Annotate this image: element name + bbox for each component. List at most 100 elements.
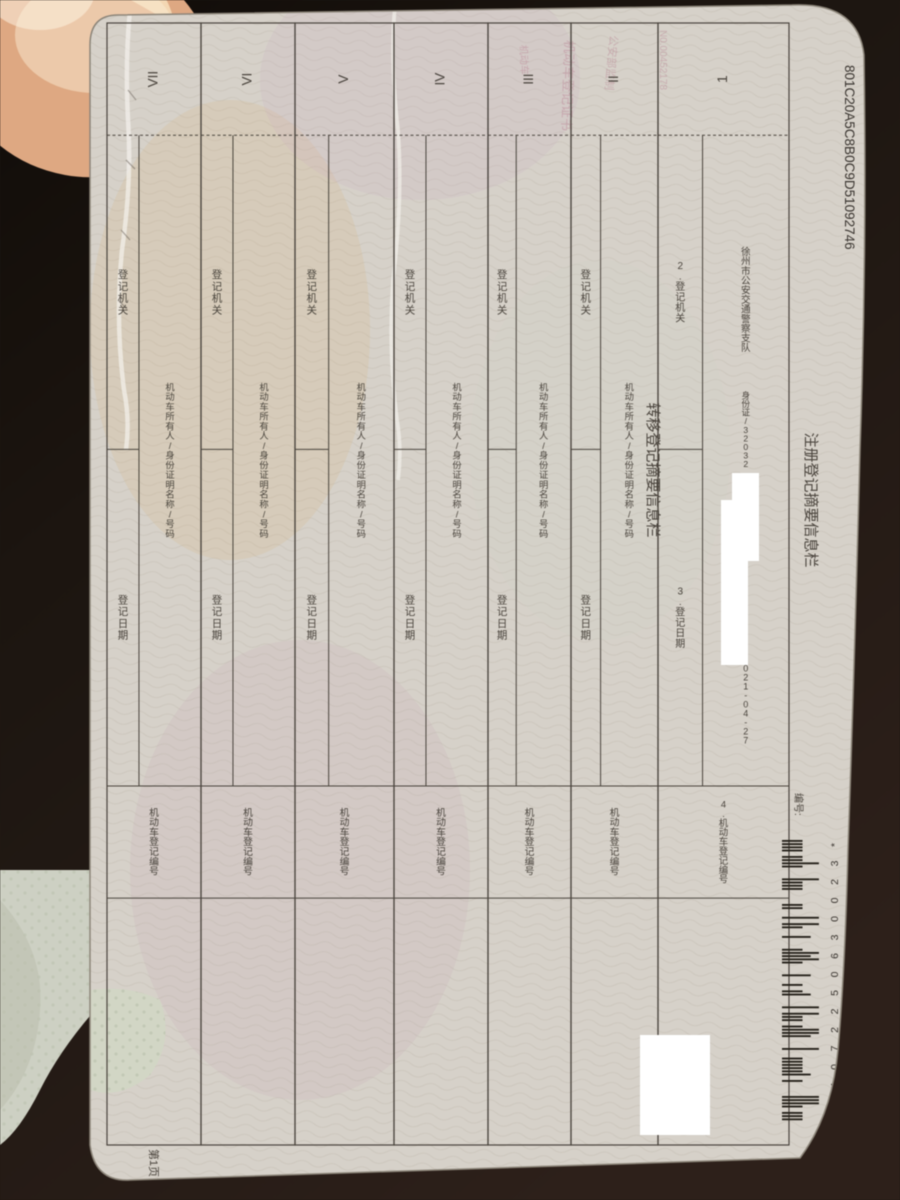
svg-text:号: 号 xyxy=(165,519,174,529)
svg-text:车: 车 xyxy=(259,401,268,412)
svg-text:登: 登 xyxy=(581,268,592,281)
svg-text:2: 2 xyxy=(829,879,841,885)
svg-text:期: 期 xyxy=(212,630,223,642)
svg-text:称: 称 xyxy=(357,499,366,510)
svg-text:份: 份 xyxy=(165,459,175,470)
svg-text:VII: VII xyxy=(146,71,161,88)
svg-text:机: 机 xyxy=(581,292,592,305)
svg-text:名: 名 xyxy=(259,489,268,500)
svg-text:机: 机 xyxy=(405,292,416,305)
svg-text:车: 车 xyxy=(539,401,548,412)
svg-text:车: 车 xyxy=(357,401,366,412)
svg-text:登: 登 xyxy=(581,593,592,606)
svg-text:份: 份 xyxy=(452,459,462,470)
svg-text:IV: IV xyxy=(433,73,448,86)
svg-text:号: 号 xyxy=(357,519,366,529)
svg-text:日: 日 xyxy=(118,618,129,630)
svg-text:7: 7 xyxy=(743,735,748,745)
svg-text:记: 记 xyxy=(212,281,223,293)
svg-text:登: 登 xyxy=(118,268,129,281)
svg-text:机: 机 xyxy=(165,381,175,392)
svg-text:记: 记 xyxy=(307,281,318,293)
svg-text:号: 号 xyxy=(610,866,620,878)
svg-text:所: 所 xyxy=(165,412,174,422)
svg-text:/: / xyxy=(542,441,545,451)
svg-text:机: 机 xyxy=(539,381,549,392)
svg-text:II: II xyxy=(606,75,621,83)
svg-text:称: 称 xyxy=(452,499,461,510)
svg-text:登: 登 xyxy=(405,268,416,281)
svg-text:2: 2 xyxy=(678,261,684,272)
svg-text:车: 车 xyxy=(165,401,174,412)
svg-text:身: 身 xyxy=(452,450,461,461)
svg-text:码: 码 xyxy=(539,529,548,539)
svg-text:0: 0 xyxy=(829,897,841,903)
svg-text:关: 关 xyxy=(581,303,592,316)
svg-text:份: 份 xyxy=(539,459,549,470)
svg-text:机: 机 xyxy=(212,292,223,305)
svg-text:期: 期 xyxy=(118,630,129,642)
svg-text:期: 期 xyxy=(675,638,685,650)
svg-text:机: 机 xyxy=(118,292,129,305)
svg-text:明: 明 xyxy=(625,480,634,490)
svg-text:名: 名 xyxy=(452,489,461,500)
svg-text:/: / xyxy=(456,441,459,451)
svg-text:N0.00452178: N0.00452178 xyxy=(657,30,668,90)
svg-text:人: 人 xyxy=(165,431,174,441)
svg-text:日: 日 xyxy=(405,618,416,630)
svg-text:第1页: 第1页 xyxy=(147,1149,161,1177)
svg-text:份: 份 xyxy=(625,459,635,470)
svg-text:日: 日 xyxy=(212,618,223,630)
svg-text:车: 车 xyxy=(452,401,461,412)
svg-text:登: 登 xyxy=(405,593,416,606)
svg-text:明: 明 xyxy=(452,480,461,490)
svg-text:所: 所 xyxy=(357,412,366,422)
svg-text:有: 有 xyxy=(357,420,366,431)
svg-text:份: 份 xyxy=(259,459,269,470)
svg-text:转移登记摘要信息栏: 转移登记摘要信息栏 xyxy=(644,402,662,537)
svg-text:2: 2 xyxy=(743,459,748,469)
svg-text:3: 3 xyxy=(829,860,841,866)
svg-text:所: 所 xyxy=(259,412,268,422)
svg-text:身: 身 xyxy=(357,450,366,461)
svg-text:关: 关 xyxy=(212,303,223,316)
svg-text:V: V xyxy=(336,75,351,84)
svg-text:登: 登 xyxy=(675,280,685,293)
svg-text:登: 登 xyxy=(497,268,508,281)
svg-text:/: / xyxy=(628,509,631,519)
svg-text:号: 号 xyxy=(243,866,253,878)
svg-text:码: 码 xyxy=(259,529,268,539)
svg-text:/: / xyxy=(169,441,172,451)
svg-text:3: 3 xyxy=(829,934,841,940)
svg-text:份: 份 xyxy=(357,459,367,470)
svg-text:称: 称 xyxy=(259,499,268,510)
svg-text:机: 机 xyxy=(625,381,635,392)
svg-text:/: / xyxy=(542,509,545,519)
svg-text:动: 动 xyxy=(259,392,268,402)
svg-text:有: 有 xyxy=(539,420,548,431)
svg-text:车: 车 xyxy=(625,401,634,412)
svg-text:机: 机 xyxy=(452,381,462,392)
svg-text:机: 机 xyxy=(357,381,367,392)
svg-text:登: 登 xyxy=(118,593,129,606)
svg-text:关: 关 xyxy=(118,303,129,316)
svg-text:证: 证 xyxy=(452,470,461,480)
svg-text:号: 号 xyxy=(436,866,446,878)
svg-text:记: 记 xyxy=(405,281,416,293)
svg-text:所: 所 xyxy=(625,412,634,422)
svg-text:人: 人 xyxy=(259,431,268,441)
svg-text:队: 队 xyxy=(741,342,751,354)
svg-text:日: 日 xyxy=(497,618,508,630)
svg-text:有: 有 xyxy=(452,420,461,431)
svg-text:证: 证 xyxy=(625,470,634,480)
svg-text:人: 人 xyxy=(357,431,366,441)
svg-text:有: 有 xyxy=(165,420,174,431)
svg-text:期: 期 xyxy=(497,630,508,642)
svg-text:*: * xyxy=(829,843,841,847)
svg-text:3: 3 xyxy=(678,587,684,598)
svg-text:证: 证 xyxy=(539,470,548,480)
svg-text:III: III xyxy=(521,73,536,84)
svg-text:5: 5 xyxy=(829,990,841,996)
svg-text:证: 证 xyxy=(259,470,268,480)
svg-text:机动车: 机动车 xyxy=(517,45,531,75)
